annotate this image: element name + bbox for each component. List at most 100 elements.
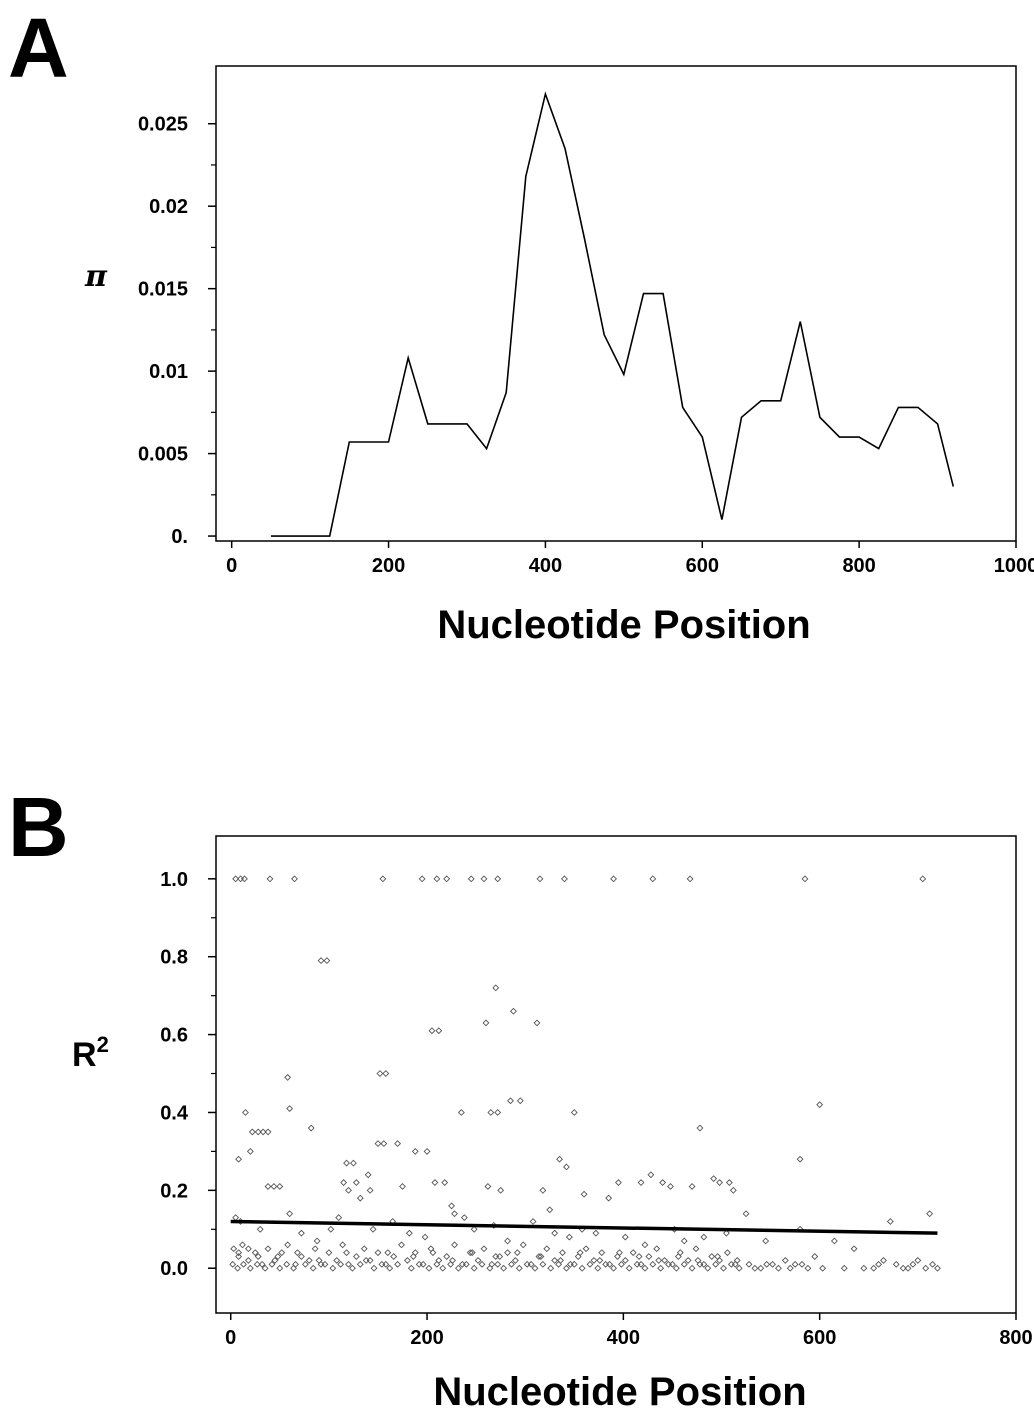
chart-b-point <box>254 1253 262 1260</box>
chart-b-point <box>297 1253 305 1260</box>
chart-b-point <box>649 1260 657 1268</box>
chart-b-point <box>335 1214 343 1222</box>
chart-b-point <box>398 1241 405 1249</box>
chart-b-point <box>333 1256 341 1264</box>
chart-b-point <box>692 1245 700 1253</box>
chart-b-point <box>592 1229 600 1237</box>
chart-b-point <box>811 1253 819 1260</box>
chart-b-point <box>533 1019 541 1027</box>
chart-b-point <box>343 1159 350 1167</box>
chart-b-point <box>264 1128 272 1136</box>
chart-b-point <box>594 1264 602 1272</box>
chart-b-point <box>343 1249 350 1257</box>
chart-b-point <box>751 1264 759 1272</box>
chart-b-point <box>762 1237 770 1245</box>
chart-b-point <box>727 1260 735 1268</box>
chart-b-y-tick-label: 0.0 <box>160 1258 188 1280</box>
chart-b-y-tick-label: 0.2 <box>160 1180 188 1202</box>
chart-b-point <box>645 1253 653 1260</box>
chart-b-point <box>458 1260 466 1268</box>
chart-a-y-axis-label: π <box>84 259 108 294</box>
chart-b-point <box>580 1190 588 1198</box>
chart-b-point <box>557 1256 564 1264</box>
chart-b-point <box>290 1264 297 1272</box>
chart-b-point <box>914 1256 922 1264</box>
chart-a-x-tick-label: 1000 <box>994 555 1034 577</box>
chart-b-point <box>769 1260 777 1268</box>
chart-b-point <box>271 1256 279 1264</box>
chart-b-point <box>615 1249 623 1257</box>
chart-b-point <box>625 1264 633 1272</box>
chart-b-point <box>411 1249 419 1257</box>
chart-b-point <box>376 1070 384 1077</box>
chart-b-point <box>786 1264 794 1272</box>
chart-b-point <box>415 1260 423 1268</box>
chart-b-point <box>484 1183 492 1190</box>
chart-b-point <box>614 1253 621 1260</box>
chart-b-point <box>725 1179 733 1186</box>
chart-b-point <box>366 1186 374 1194</box>
chart-b-point <box>457 1109 465 1116</box>
chart-b-y-tick-label: 0.6 <box>160 1025 188 1047</box>
chart-b-point <box>578 1264 586 1272</box>
chart-b-point <box>482 1019 490 1027</box>
chart-b-point <box>617 1260 625 1268</box>
chart-b-point <box>840 1264 848 1272</box>
chart-b-y-axis-label: R2 <box>72 1032 109 1074</box>
chart-a-x-tick-label: 800 <box>842 555 875 577</box>
chart-b-point <box>708 1253 716 1260</box>
chart-b-point <box>468 1249 476 1257</box>
chart-b-point <box>720 1264 727 1272</box>
chart-b-point <box>325 1249 333 1257</box>
chart-b-point <box>423 1147 431 1155</box>
chart-b-point <box>462 1260 470 1268</box>
chart-b-point <box>492 984 500 992</box>
chart-b-point <box>555 1260 563 1268</box>
chart-b-point <box>382 1070 390 1077</box>
chart-b-point <box>781 1256 789 1264</box>
chart-b-point <box>735 1264 743 1272</box>
chart-b-point <box>394 1260 402 1268</box>
chart-b-point <box>470 1225 478 1233</box>
chart-b-point <box>429 1249 437 1257</box>
chart-b-point <box>235 1253 243 1260</box>
chart-b-point <box>497 1186 505 1194</box>
chart-b-point <box>235 1155 243 1163</box>
chart-b-point <box>850 1245 858 1253</box>
chart-b-point <box>460 1214 468 1222</box>
chart-b-ticks: 0 200 400 600 800 0.0 0.2 0.4 0.6 0.8 1.0 <box>160 869 1033 1349</box>
chart-b-point <box>688 1183 696 1190</box>
chart-b-point <box>339 1241 347 1249</box>
chart-b-point <box>615 1179 622 1186</box>
chart-b-point <box>294 1249 301 1257</box>
chart-b-point <box>629 1249 637 1257</box>
chart-b-point <box>317 1260 325 1268</box>
chart-b-point <box>669 1260 676 1268</box>
chart-b-y-tick-label: 0.4 <box>160 1102 189 1124</box>
chart-b-point <box>390 1253 398 1260</box>
chart-b-point <box>742 1210 750 1218</box>
chart-b-point <box>909 1260 917 1268</box>
chart-b-point <box>447 1260 455 1268</box>
chart-b-point <box>880 1256 887 1264</box>
chart-b-point <box>716 1179 723 1186</box>
chart-b-point <box>435 1027 443 1035</box>
chart-b-point <box>704 1264 712 1272</box>
chart-b-point <box>801 875 809 883</box>
chart-b-point <box>543 1245 551 1253</box>
chart-b-point <box>349 1159 357 1167</box>
chart-b-point <box>875 1260 883 1268</box>
chart-b-point <box>246 1147 254 1155</box>
chart-b-point <box>531 1264 539 1272</box>
chart-b-y-tick-label: 1.0 <box>160 869 188 891</box>
chart-b-point <box>451 1241 458 1249</box>
chart-b-point <box>621 1233 629 1241</box>
chart-b-point <box>922 1264 930 1272</box>
chart-b-point <box>556 1155 563 1163</box>
chart-b-point <box>235 1249 243 1257</box>
chart-b-point <box>659 1179 667 1186</box>
chart-b-point <box>264 1245 272 1253</box>
chart-b-trend <box>230 1219 938 1235</box>
chart-b-point <box>305 1256 313 1264</box>
chart-b-y-axis-label-sup: 2 <box>97 1032 109 1057</box>
